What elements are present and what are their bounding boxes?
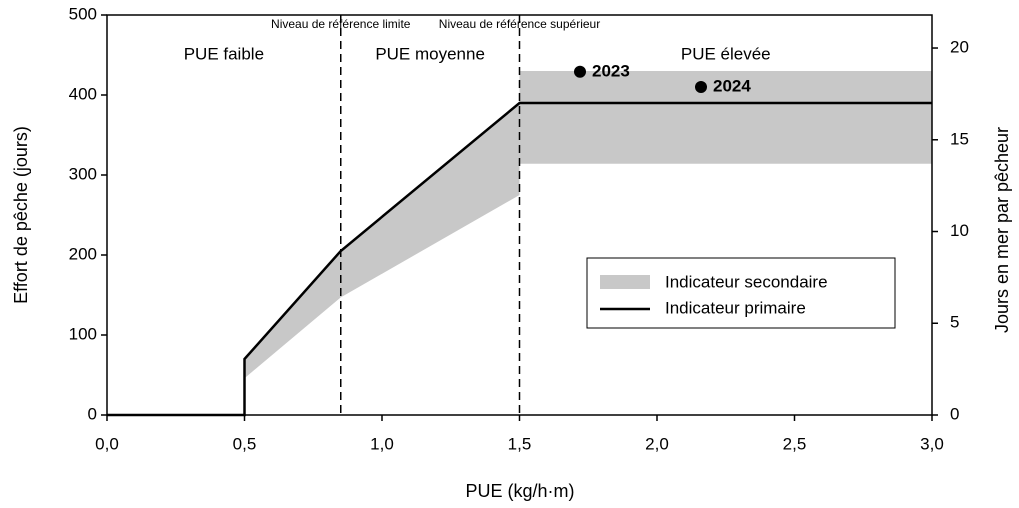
legend-swatch bbox=[600, 275, 650, 289]
point-label: 2023 bbox=[592, 61, 630, 80]
y2-tick-label: 15 bbox=[950, 129, 969, 148]
region-label: PUE élevée bbox=[681, 44, 771, 63]
x-tick-label: 1,5 bbox=[508, 434, 532, 453]
legend-label: Indicateur secondaire bbox=[665, 272, 828, 291]
data-point bbox=[695, 81, 707, 93]
y-tick-label: 0 bbox=[88, 404, 97, 423]
x-axis-label: PUE (kg/h·m) bbox=[465, 481, 574, 501]
legend-box bbox=[586, 257, 896, 329]
legend-label: Indicateur primaire bbox=[665, 298, 806, 317]
data-point bbox=[574, 65, 586, 78]
x-tick-label: 2,5 bbox=[783, 434, 807, 453]
region-label: PUE moyenne bbox=[375, 44, 485, 63]
secondary-band bbox=[244, 71, 932, 379]
y-tick-label: 400 bbox=[69, 84, 97, 103]
reference-label: Niveau de référence supérieur bbox=[439, 17, 600, 31]
y-tick-label: 300 bbox=[69, 164, 97, 183]
y-tick-label: 200 bbox=[69, 244, 97, 263]
y-axis-label: Effort de pêche (jours) bbox=[11, 126, 31, 304]
region-label: PUE faible bbox=[184, 44, 264, 63]
y-tick-label: 500 bbox=[69, 4, 97, 23]
y2-tick-label: 5 bbox=[950, 313, 959, 332]
x-tick-label: 3,0 bbox=[920, 434, 944, 453]
x-tick-label: 2,0 bbox=[645, 434, 669, 453]
y2-axis-label: Jours en mer par pêcheur bbox=[992, 127, 1012, 333]
reference-label: Niveau de référence limite bbox=[271, 17, 411, 31]
x-tick-label: 1,0 bbox=[370, 434, 394, 453]
y2-tick-label: 20 bbox=[950, 38, 969, 57]
x-tick-label: 0,0 bbox=[95, 434, 119, 453]
y-tick-label: 100 bbox=[69, 324, 97, 343]
y2-tick-label: 0 bbox=[950, 404, 959, 423]
y2-tick-label: 10 bbox=[950, 221, 969, 240]
point-label: 2024 bbox=[713, 76, 751, 95]
x-tick-label: 0,5 bbox=[233, 434, 257, 453]
